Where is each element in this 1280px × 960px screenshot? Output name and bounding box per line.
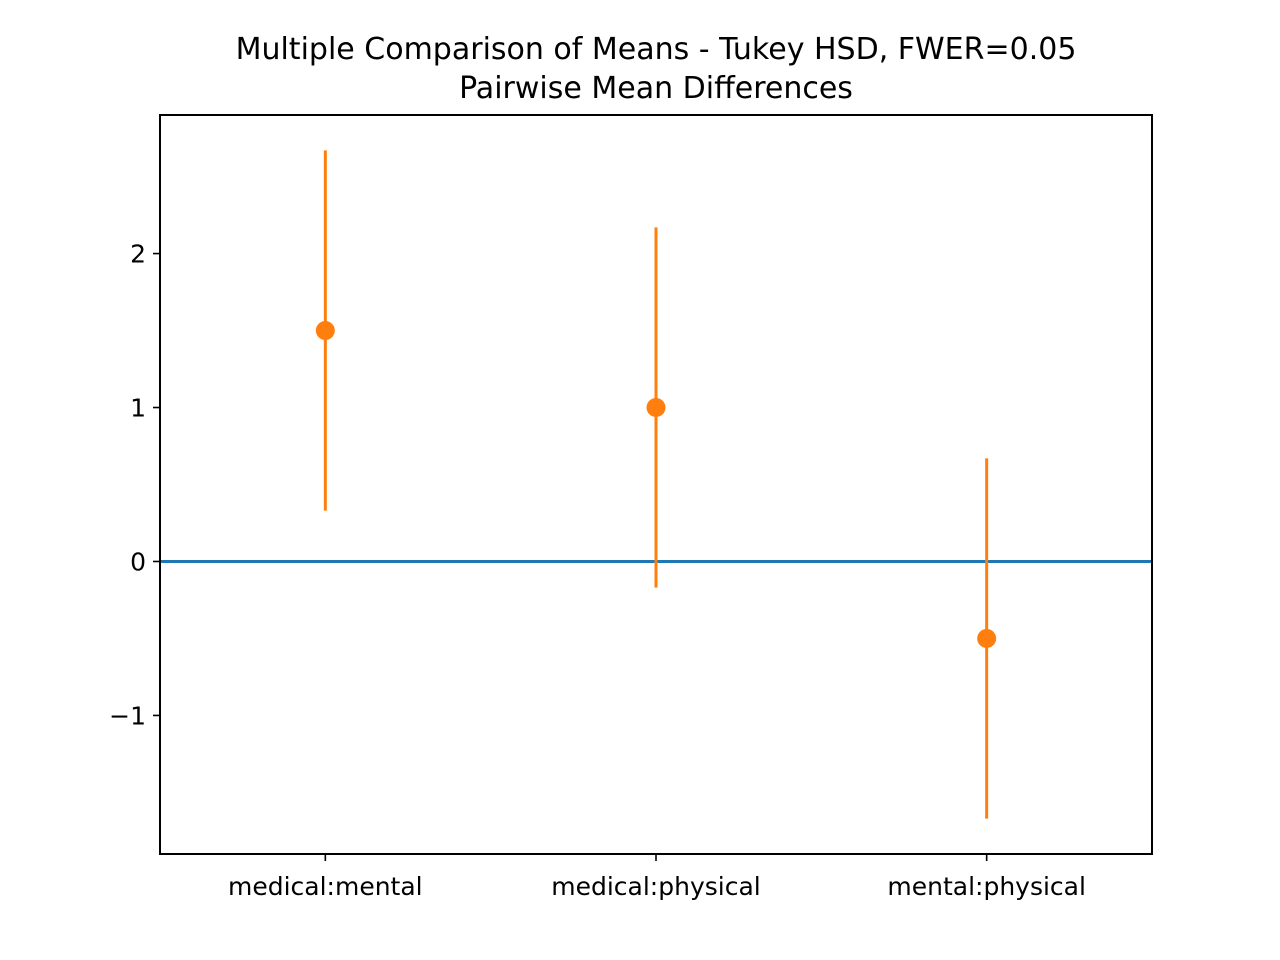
- mean-marker-1: [315, 321, 335, 341]
- mean-marker-3: [977, 628, 997, 648]
- plot-area: −1 0 1 2 medical:mental medical:physical menta…: [109, 114, 1153, 901]
- y-tick-label: 1: [130, 394, 146, 423]
- y-tick-label: 2: [130, 240, 146, 269]
- chart-subtitle: Pairwise Mean Differences: [459, 71, 853, 106]
- chart-title: Multiple Comparison of Means - Tukey HSD…: [236, 32, 1077, 67]
- x-tick-label: mental:physical: [887, 872, 1086, 901]
- y-tick-label: −1: [109, 701, 146, 730]
- x-tick-label: medical:physical: [551, 872, 760, 901]
- y-tick-label: 0: [130, 547, 146, 576]
- mean-marker-2: [646, 398, 666, 418]
- x-tick-label: medical:mental: [228, 872, 423, 901]
